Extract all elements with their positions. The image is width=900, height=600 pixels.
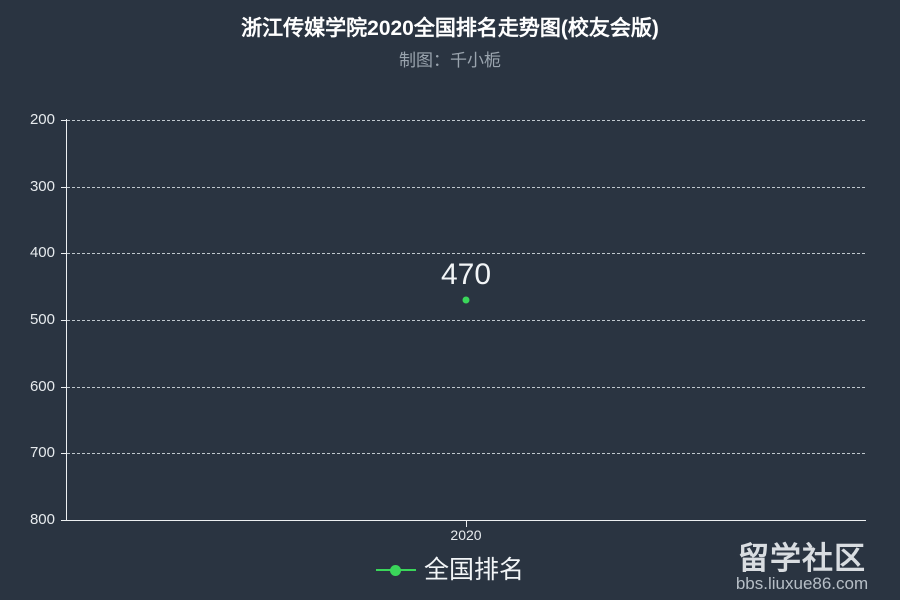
chart-subtitle: 制图：千小栀: [399, 51, 501, 70]
y-tick-mark: [61, 386, 67, 388]
y-tick-label: 400: [29, 244, 55, 262]
x-axis-line: [66, 520, 866, 521]
watermark: 留学社区 bbs.liuxue86.com: [712, 542, 892, 594]
y-tick-label: 800: [29, 511, 55, 528]
data-point-label: 470: [440, 258, 492, 291]
y-tick-label: 500: [29, 311, 55, 328]
x-tick-label: 2020: [450, 527, 482, 543]
legend-marker-icon: [375, 563, 416, 577]
chart-title: 浙江传媒学院2020全国排名走势图(校友会版): [241, 17, 659, 40]
watermark-logo-text: 留学社区: [738, 541, 866, 576]
plot-area: [67, 120, 865, 520]
gridline: [67, 453, 865, 455]
gridline: [67, 253, 865, 255]
y-tick-mark: [61, 120, 67, 121]
watermark-url-text: bbs.liuxue86.com: [735, 574, 869, 593]
gridline: [67, 320, 865, 321]
y-tick-mark: [61, 520, 67, 521]
y-tick-mark: [61, 320, 67, 321]
y-tick-mark: [61, 453, 67, 455]
y-tick-label: 300: [29, 177, 55, 195]
gridline: [67, 120, 865, 121]
y-tick-label: 600: [29, 377, 55, 395]
gridline: [67, 386, 865, 388]
gridline: [67, 186, 865, 188]
chart-legend: 全国排名: [0, 556, 900, 584]
data-point[interactable]: [462, 296, 470, 304]
y-tick-mark: [61, 253, 67, 255]
legend-item-label: 全国排名: [423, 556, 524, 584]
y-tick-label: 700: [29, 444, 55, 462]
y-tick-label: 200: [29, 111, 55, 128]
y-tick-mark: [61, 186, 67, 188]
legend-item-national-ranking[interactable]: 全国排名: [375, 556, 524, 584]
x-tick-mark: [466, 521, 467, 527]
